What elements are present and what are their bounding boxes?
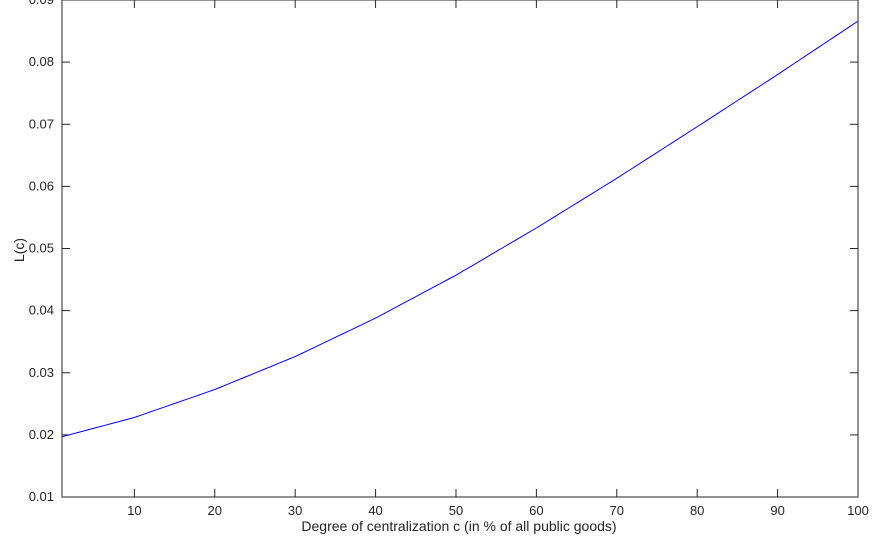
y-tick-label: 0.08: [29, 54, 54, 69]
x-tick-label: 20: [208, 503, 222, 518]
plot-frame: [61, 0, 859, 498]
y-tick-label: 0.04: [29, 303, 54, 318]
y-axis-label: L(c): [11, 238, 27, 262]
x-tick-label: 70: [610, 503, 624, 518]
y-tick-label: 0.01: [29, 489, 54, 504]
y-tick-label: 0.05: [29, 241, 54, 256]
x-tick-label: 90: [770, 503, 784, 518]
axes: [61, 0, 859, 498]
x-tick-label: 60: [529, 503, 543, 518]
series-layer: [61, 20, 859, 438]
x-axis-label: Degree of centralization c (in % of all …: [301, 518, 616, 534]
x-tick-label: 40: [368, 503, 382, 518]
x-tick-label: 100: [847, 503, 869, 518]
series-line: [61, 20, 859, 438]
y-tick-label: 0.03: [29, 365, 54, 380]
x-tick-label: 50: [449, 503, 463, 518]
y-tick-label: 0.06: [29, 178, 54, 193]
y-tick-label: 0.09: [29, 0, 54, 7]
x-tick-label: 80: [690, 503, 704, 518]
y-tick-label: 0.07: [29, 116, 54, 131]
tick-labels: 10 20 30 40 50 60 70 80 90 100 0.01 0.02 0.03 0.04 0.0…: [29, 0, 869, 518]
x-tick-label: 30: [288, 503, 302, 518]
y-tick-label: 0.02: [29, 427, 54, 442]
x-tick-label: 10: [127, 503, 141, 518]
